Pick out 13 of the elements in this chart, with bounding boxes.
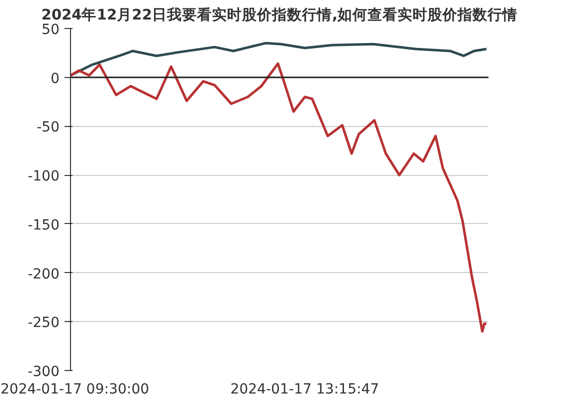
x-tick-label: 2024-01-17 13:15:47	[230, 382, 380, 398]
line-series	[70, 42, 488, 77]
x-tick-label: 2024-01-17 09:30:00	[0, 382, 150, 398]
y-tick-label: -150	[28, 217, 60, 234]
y-tick-label: 0	[50, 70, 60, 87]
y-tick-label: -50	[36, 120, 60, 136]
line-series	[70, 62, 488, 333]
y-tick-label: -200	[28, 266, 60, 282]
y-tick-label: 50	[42, 22, 60, 38]
y-tick-label: -100	[28, 168, 60, 185]
chart-title: 2024年12月22日我要看实时股价指数行情,如何查看实时股价指数行情	[41, 6, 518, 24]
y-tick-label: -300	[28, 364, 60, 380]
y-tick-label: -250	[28, 315, 60, 332]
